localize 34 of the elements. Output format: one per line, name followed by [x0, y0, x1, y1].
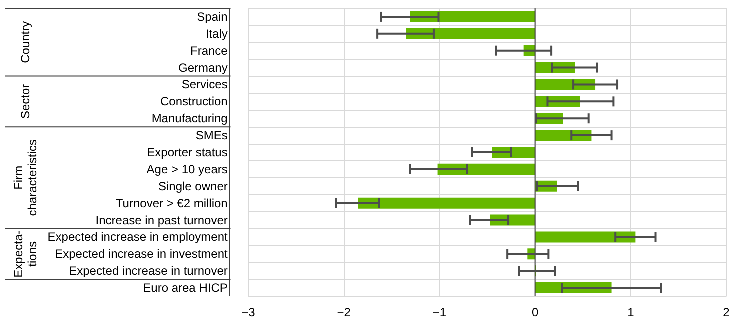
text: Firm characteristics — [12, 140, 40, 216]
text: Expecta- tions — [12, 230, 40, 278]
x-tick-label: 1 — [628, 306, 635, 320]
y-tick-label: Expected increase in investment — [55, 247, 229, 262]
text: Country — [18, 21, 33, 64]
bar — [406, 28, 536, 40]
y-tick-label: France — [190, 44, 228, 58]
x-tick-label: 2 — [723, 306, 730, 320]
text: Sector — [18, 84, 33, 120]
y-tick-label: Exporter status — [147, 146, 228, 160]
y-tick-label: Services — [182, 78, 228, 92]
y-tick-label: Germany — [178, 60, 228, 75]
y-tick-label: SMEs — [196, 128, 228, 143]
y-tick-label: Italy — [206, 26, 228, 41]
x-tick-label: 0 — [532, 306, 539, 320]
bar — [535, 232, 636, 243]
y-tick-label: Single owner — [158, 179, 228, 194]
bar — [358, 198, 536, 209]
bar — [410, 11, 536, 22]
x-tick-label: −1 — [432, 306, 447, 320]
x-tick-label: −2 — [337, 306, 352, 320]
y-tick-label: Expected increase in employment — [48, 230, 229, 244]
y-tick-label: Increase in past turnover — [96, 213, 228, 228]
y-tick-label: Spain — [197, 10, 228, 24]
y-tick-label: Euro area HICP — [143, 281, 228, 296]
y-tick-label: Turnover > €2 million — [116, 196, 228, 210]
bar — [438, 164, 536, 175]
y-tick-label: Manufacturing — [152, 112, 228, 126]
x-tick-label: −3 — [242, 306, 256, 320]
y-tick-label: Expected increase in turnover — [69, 264, 228, 278]
y-tick-label: Construction — [160, 94, 228, 109]
bar — [535, 79, 596, 90]
bar — [535, 130, 592, 142]
y-tick-label: Age > 10 years — [146, 162, 228, 176]
